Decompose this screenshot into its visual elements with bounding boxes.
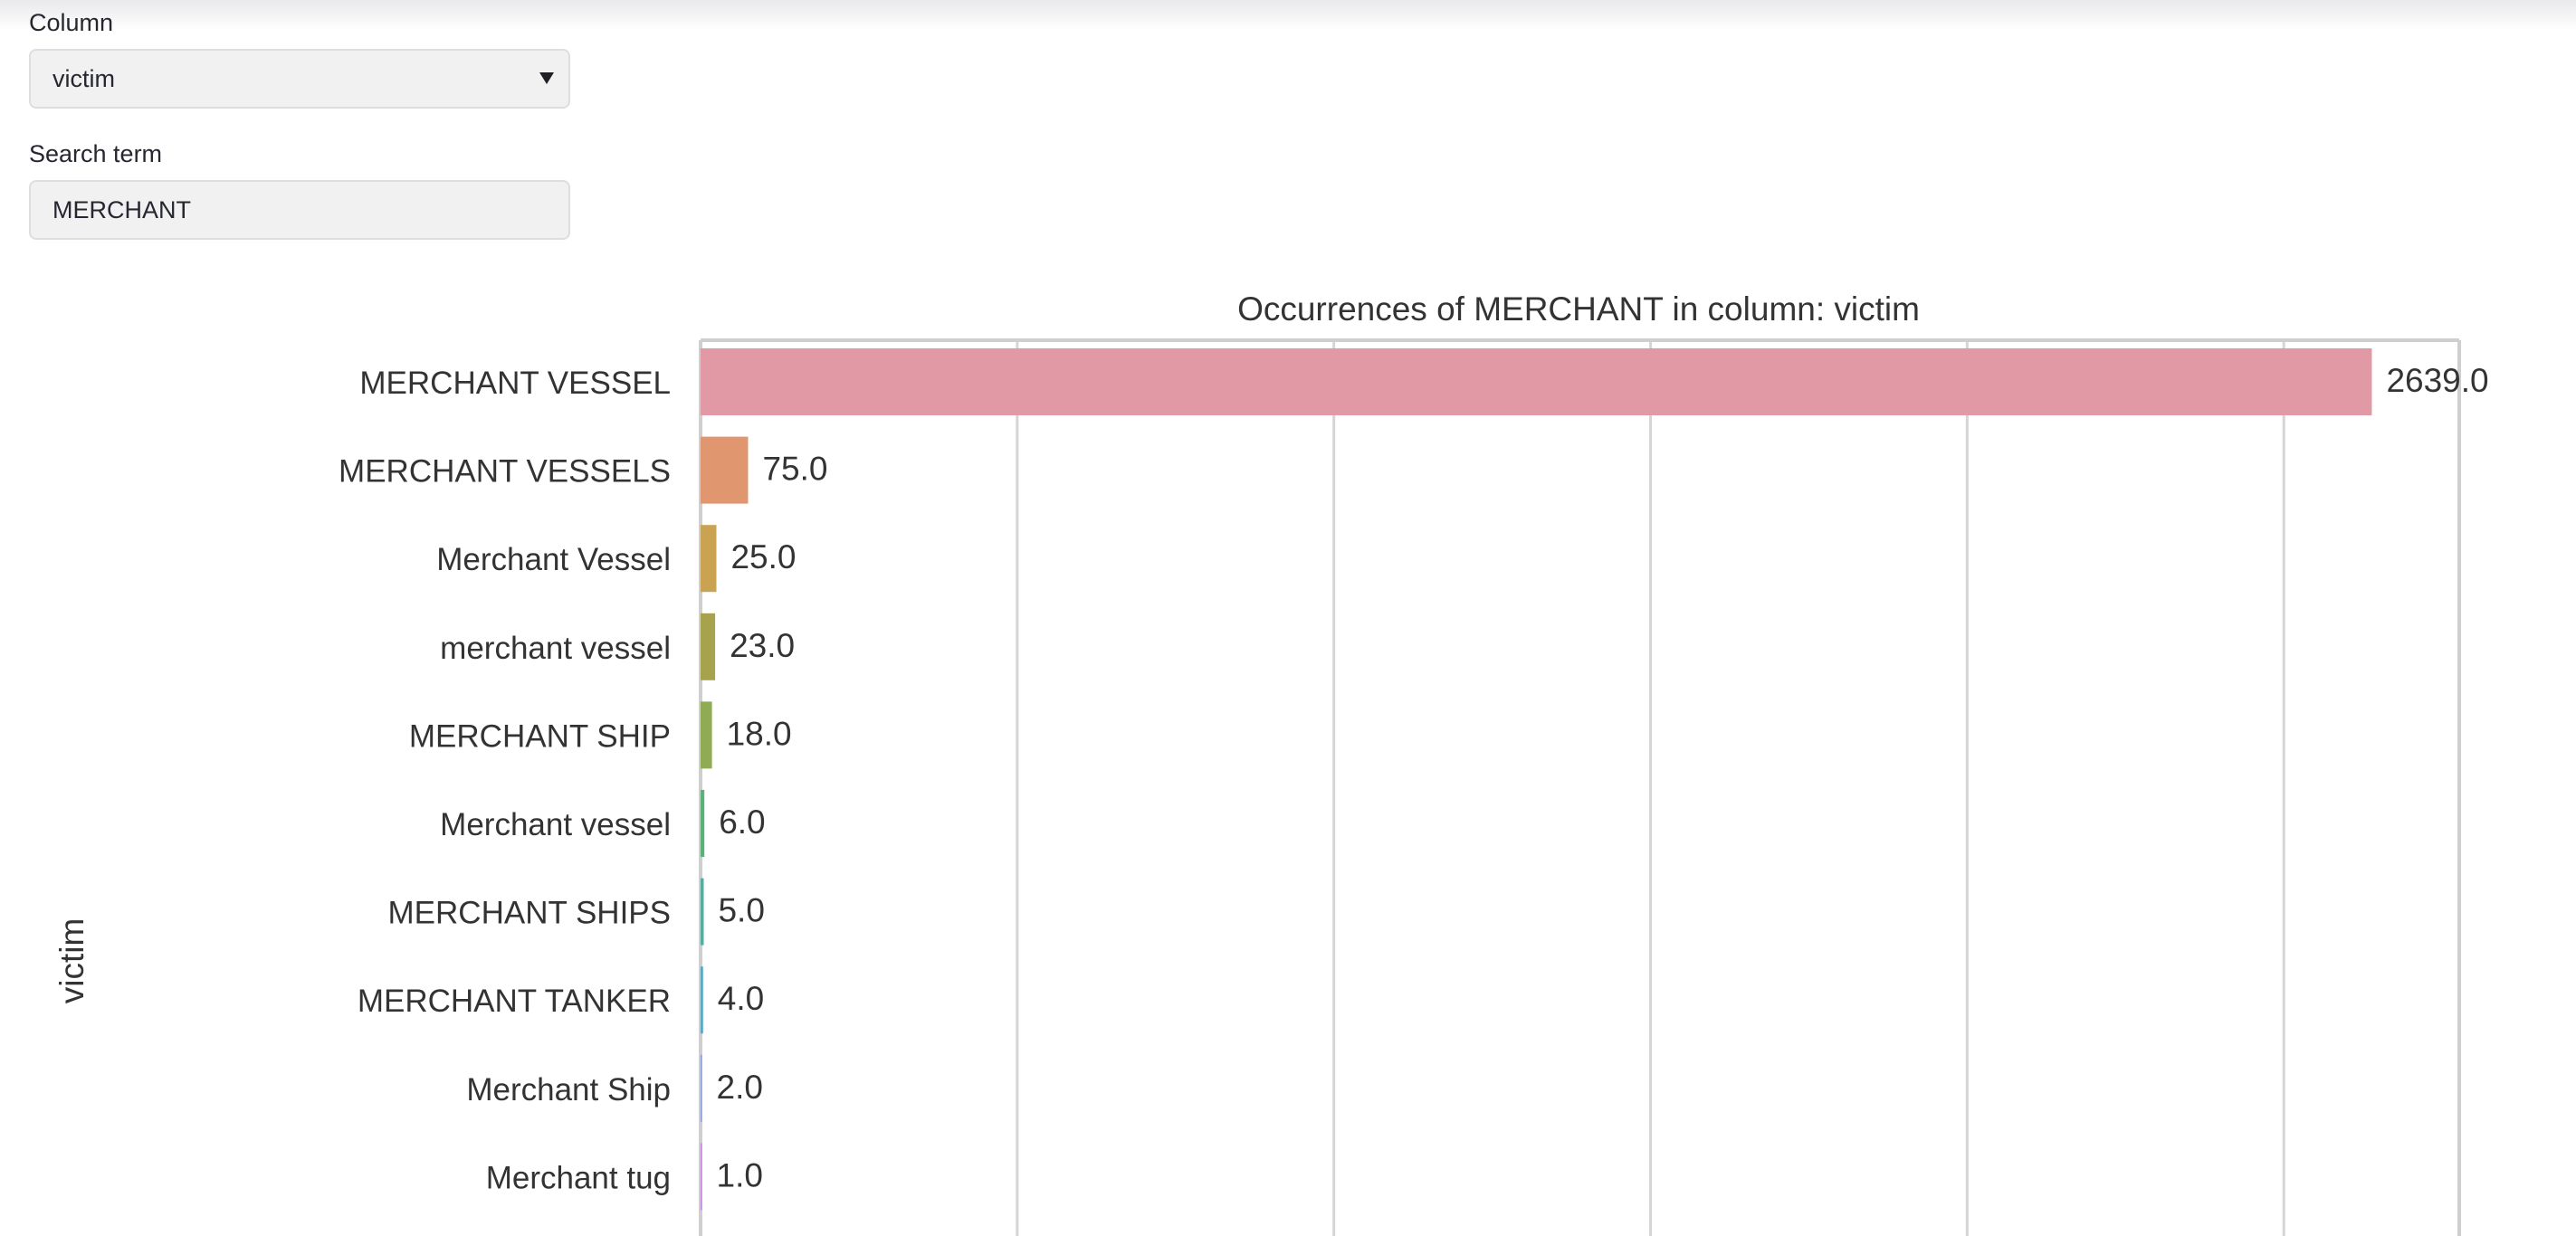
value-label: 4.0 — [718, 980, 764, 1017]
column-select-value: victim — [52, 65, 115, 92]
category-label: merchant vessel — [440, 631, 671, 666]
top-shadow — [0, 0, 2576, 31]
category-label: MERCHANT VESSEL — [359, 366, 671, 401]
value-label: 2639.0 — [2386, 362, 2488, 399]
bar — [701, 613, 716, 680]
value-label: 75.0 — [762, 451, 827, 488]
value-label: 25.0 — [730, 538, 796, 575]
category-label: Merchant tug — [486, 1160, 671, 1195]
value-label: 18.0 — [727, 715, 792, 752]
search-term-value: MERCHANT — [52, 196, 191, 223]
value-label: 23.0 — [730, 627, 795, 664]
category-label: MERCHANT SHIP — [409, 718, 671, 754]
value-label: 5.0 — [718, 892, 764, 929]
column-select-label: Column — [29, 9, 114, 36]
category-label: MERCHANT VESSELS — [339, 454, 671, 490]
bar — [701, 701, 712, 769]
value-label: 1.0 — [717, 1156, 763, 1193]
bar — [701, 1143, 702, 1211]
bar — [701, 966, 703, 1034]
category-label: Merchant Ship — [466, 1072, 671, 1108]
category-label: MERCHANT TANKER — [358, 984, 671, 1019]
search-term-label: Search term — [29, 140, 163, 167]
category-label: Merchant vessel — [440, 807, 671, 842]
bar — [701, 790, 705, 857]
value-label: 2.0 — [717, 1069, 763, 1106]
column-select[interactable]: victim — [29, 49, 570, 109]
category-label: Merchant Vessel — [436, 542, 671, 577]
category-label: MERCHANT SHIPS — [388, 896, 671, 931]
bar — [701, 878, 704, 946]
y-axis-label: victim — [53, 918, 91, 1004]
search-term-input[interactable]: MERCHANT — [29, 180, 570, 240]
bar — [701, 1054, 702, 1122]
value-label: 6.0 — [719, 803, 765, 841]
chart-title: Occurrences of MERCHANT in column: victi… — [1237, 290, 1920, 328]
bar — [701, 525, 717, 593]
bar — [701, 436, 749, 504]
chevron-down-icon — [539, 72, 554, 84]
bar — [701, 348, 2372, 415]
